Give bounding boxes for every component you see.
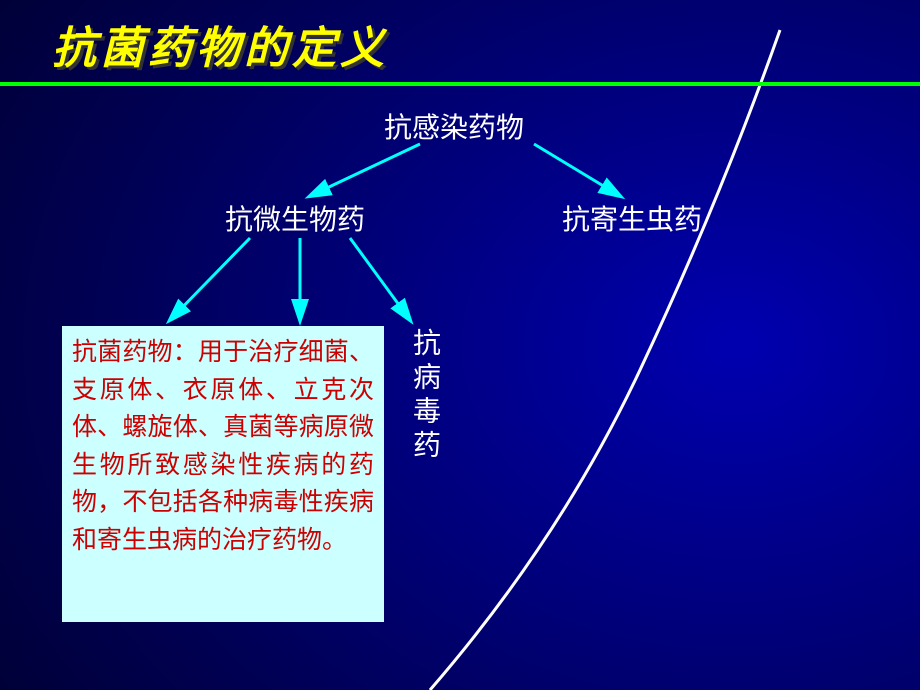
node-root: 抗感染药物 [384, 106, 524, 146]
node-antimicrobial: 抗微生物药 [225, 198, 365, 238]
node-antiviral: 抗病毒药 [404, 328, 444, 464]
definition-box: 抗菌药物：用于治疗细菌、支原体、衣原体、立克次体、螺旋体、真菌等病原微生物所致感… [62, 326, 384, 622]
node-antiparasitic: 抗寄生虫药 [562, 198, 702, 238]
divider-line [0, 82, 920, 86]
slide-title: 抗菌药物的定义 [52, 12, 388, 76]
